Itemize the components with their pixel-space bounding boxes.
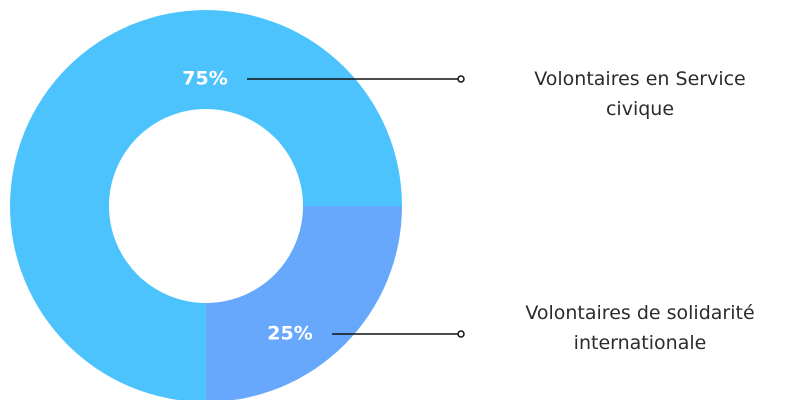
value-label: 25%: [267, 323, 312, 345]
donut-slice: [206, 206, 402, 400]
leader-dot: [457, 75, 465, 83]
legend-label: Volontaires en Service civique: [534, 68, 746, 120]
value-label: 75%: [182, 68, 227, 90]
legend-label: Volontaires de solidarité internationale: [525, 302, 755, 354]
leader-dot: [457, 330, 465, 338]
donut-slice: [10, 10, 402, 400]
